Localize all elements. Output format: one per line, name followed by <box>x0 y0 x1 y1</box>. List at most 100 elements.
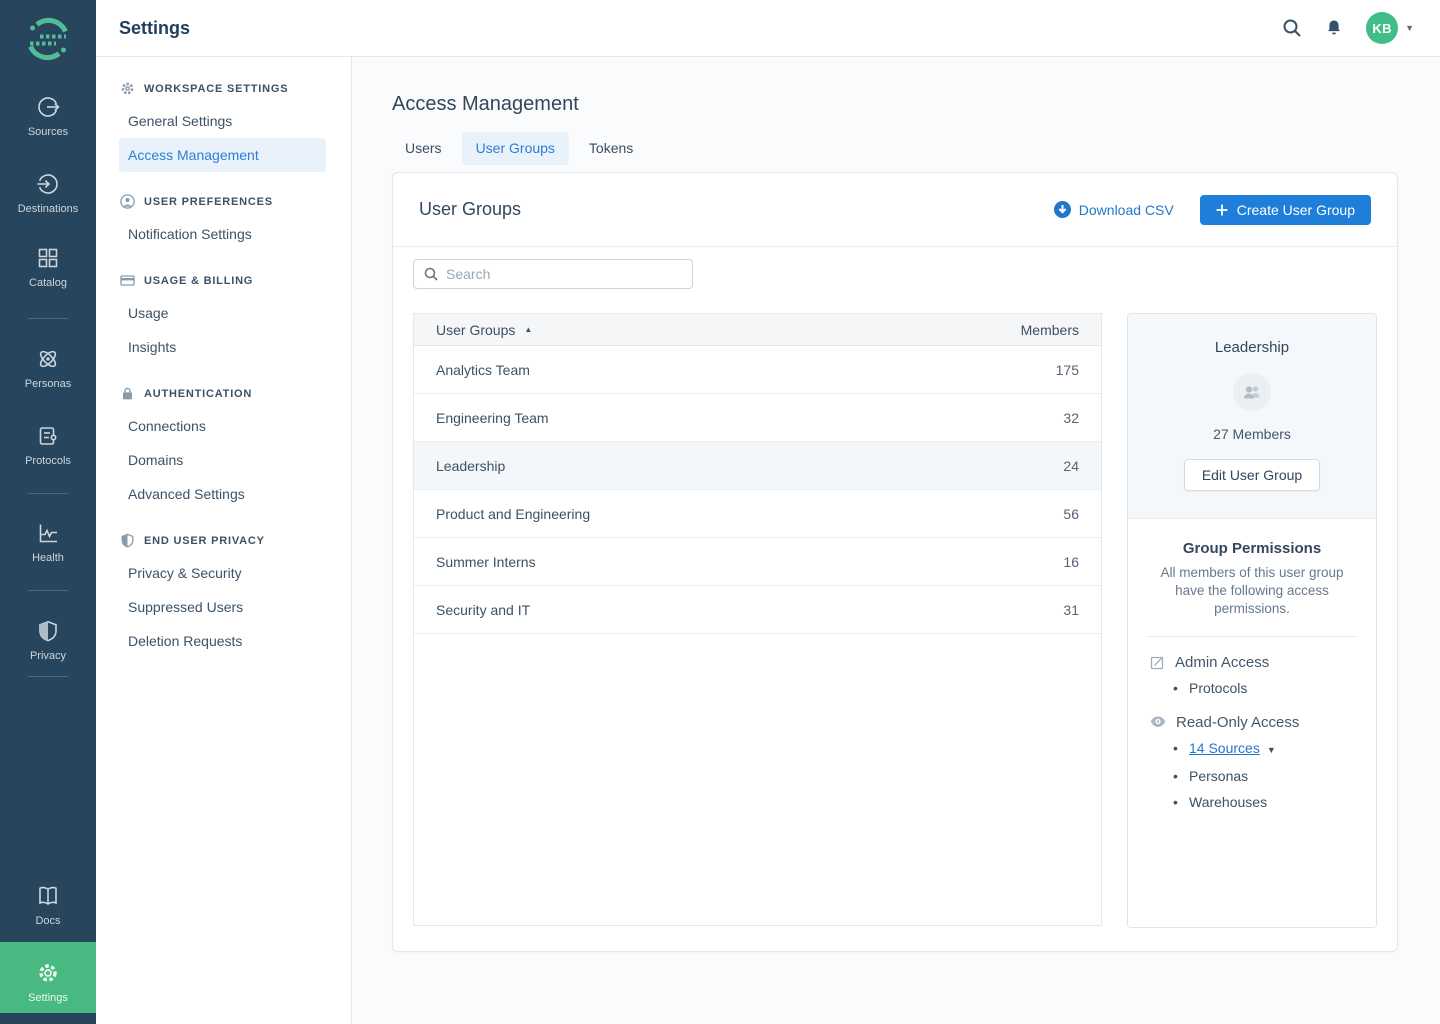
group-name: Leadership <box>1214 339 1290 356</box>
subnav-item-general-settings[interactable]: General Settings <box>128 112 233 129</box>
rail-item-label: Settings <box>28 992 68 1004</box>
group-name: Security and IT <box>436 601 531 618</box>
rail-divider <box>28 590 68 591</box>
sort-ascending-icon: ▲ <box>524 325 533 334</box>
subnav-section-end-user-privacy: END USER PRIVACY Privacy & Security Supp… <box>96 525 351 658</box>
download-csv-button[interactable]: Download CSV <box>1053 201 1174 218</box>
table-row-selected[interactable]: Leadership 24 <box>414 442 1101 490</box>
catalog-icon <box>38 248 58 268</box>
subnav-item-privacy-security[interactable]: Privacy & Security <box>128 564 242 581</box>
download-csv-label: Download CSV <box>1078 201 1174 218</box>
rail-item-label: Catalog <box>29 277 67 289</box>
subnav-item-access-management[interactable]: Access Management <box>119 138 326 172</box>
user-icon <box>120 194 135 209</box>
rail-divider <box>28 493 68 494</box>
search-button[interactable] <box>1282 18 1302 38</box>
subnav-item-usage[interactable]: Usage <box>128 304 169 321</box>
tab-tokens[interactable]: Tokens <box>588 140 634 156</box>
permission-item: Protocols <box>1173 680 1360 697</box>
column-header-members: Members <box>1020 321 1079 338</box>
chevron-down-icon: ▼ <box>1405 23 1414 33</box>
settings-gear-icon <box>39 964 57 982</box>
tab-user-groups[interactable]: User Groups <box>461 132 569 165</box>
page-header-title: Settings <box>119 17 191 38</box>
plus-icon <box>1216 204 1228 215</box>
rail-item-health[interactable]: Health <box>0 521 96 564</box>
table-row[interactable]: Analytics Team 175 <box>414 346 1101 394</box>
readonly-access-group: Read-Only Access 14 Sources ▼ Personas Wa… <box>1144 714 1360 811</box>
rail-item-label: Protocols <box>25 455 71 467</box>
member-count: 175 <box>1055 361 1079 378</box>
sources-icon <box>38 97 60 117</box>
member-count: 31 <box>1063 601 1079 618</box>
subnav-section-user-preferences: USER PREFERENCES Notification Settings <box>96 186 351 251</box>
user-groups-table: User Groups ▲ Members Analytics Team 175 <box>413 313 1102 926</box>
column-header-user-groups[interactable]: User Groups ▲ <box>436 322 1019 338</box>
subnav-section-title: USER PREFERENCES <box>144 195 273 208</box>
settings-subnav: WORKSPACE SETTINGS General Settings Acce… <box>96 57 352 1024</box>
edit-user-group-button[interactable]: Edit User Group <box>1183 459 1321 491</box>
notifications-button[interactable] <box>1324 18 1344 38</box>
create-user-group-label: Create User Group <box>1236 201 1355 218</box>
avatar[interactable]: KB <box>1366 12 1399 44</box>
chevron-down-icon: ▼ <box>1266 744 1276 755</box>
sources-expand-link[interactable]: 14 Sources <box>1189 739 1260 756</box>
segment-logo[interactable] <box>24 12 72 66</box>
tab-users[interactable]: Users <box>405 140 442 156</box>
primary-nav-rail: Sources Destinations Catalog Personas <box>0 0 96 1024</box>
subnav-section-title: END USER PRIVACY <box>144 534 265 547</box>
group-name: Leadership <box>436 457 506 474</box>
user-groups-card: User Groups Download CSV <box>392 172 1398 952</box>
card-title: User Groups <box>419 199 522 219</box>
rail-item-destinations[interactable]: Destinations <box>0 172 96 215</box>
main-content: Access Management Users User Groups Toke… <box>352 57 1440 1024</box>
shield-icon <box>121 533 134 548</box>
subnav-section-title: USAGE & BILLING <box>144 274 254 287</box>
protocols-icon <box>39 427 57 445</box>
permission-item: Personas <box>1173 768 1360 785</box>
rail-item-protocols[interactable]: Protocols <box>0 424 96 467</box>
group-avatar <box>1233 373 1271 411</box>
subnav-item-deletion-requests[interactable]: Deletion Requests <box>128 632 243 649</box>
rail-divider <box>28 318 68 319</box>
table-row[interactable]: Engineering Team 32 <box>414 394 1101 442</box>
column-header-label: User Groups <box>436 321 516 338</box>
search-input[interactable] <box>446 266 682 282</box>
subnav-item-domains[interactable]: Domains <box>128 451 184 468</box>
rail-item-docs[interactable]: Docs <box>0 884 96 927</box>
rail-item-privacy[interactable]: Privacy <box>0 619 96 662</box>
subnav-item-insights[interactable]: Insights <box>128 338 177 355</box>
rail-item-settings[interactable]: Settings <box>0 942 96 1013</box>
personas-icon <box>39 350 57 368</box>
admin-access-group: Admin Access Protocols <box>1144 654 1360 697</box>
subnav-section-usage-billing: USAGE & BILLING Usage Insights <box>96 265 351 364</box>
readonly-access-header: Read-Only Access <box>1144 714 1360 731</box>
subnav-item-suppressed-users[interactable]: Suppressed Users <box>128 598 244 615</box>
account-menu[interactable]: KB ▼ <box>1366 12 1414 44</box>
group-name: Product and Engineering <box>436 505 591 522</box>
subnav-section-title: WORKSPACE SETTINGS <box>144 82 289 95</box>
subnav-section-header: END USER PRIVACY <box>96 525 351 556</box>
subnav-section-title: AUTHENTICATION <box>144 387 253 400</box>
table-row[interactable]: Product and Engineering 56 <box>414 490 1101 538</box>
subnav-item-connections[interactable]: Connections <box>128 417 206 434</box>
topbar: Settings KB ▼ <box>96 0 1440 57</box>
destinations-icon <box>37 174 58 194</box>
readonly-access-label: Read-Only Access <box>1176 713 1300 731</box>
member-count: 24 <box>1063 457 1079 474</box>
rail-item-personas[interactable]: Personas <box>0 347 96 390</box>
rail-item-sources[interactable]: Sources <box>0 95 96 138</box>
table-row[interactable]: Security and IT 31 <box>414 586 1101 634</box>
subnav-section-workspace-settings: WORKSPACE SETTINGS General Settings Acce… <box>96 73 351 172</box>
subnav-item-notification-settings[interactable]: Notification Settings <box>128 225 252 242</box>
search-box[interactable] <box>413 259 693 289</box>
group-name: Analytics Team <box>436 361 530 378</box>
create-user-group-button[interactable]: Create User Group <box>1199 194 1371 225</box>
table-row[interactable]: Summer Interns 16 <box>414 538 1101 586</box>
download-icon <box>1053 201 1071 218</box>
subnav-section-header: USAGE & BILLING <box>96 265 351 296</box>
subnav-section-header: USER PREFERENCES <box>96 186 351 217</box>
subnav-item-advanced-settings[interactable]: Advanced Settings <box>128 485 245 502</box>
rail-item-catalog[interactable]: Catalog <box>0 246 96 289</box>
lock-icon <box>123 387 132 400</box>
